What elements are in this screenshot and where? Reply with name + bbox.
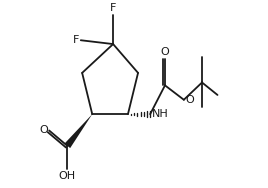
Text: O: O (39, 125, 48, 136)
Polygon shape (65, 114, 92, 148)
Text: NH: NH (152, 109, 168, 119)
Text: OH: OH (59, 171, 76, 181)
Text: F: F (110, 3, 116, 13)
Text: O: O (185, 95, 194, 105)
Text: O: O (161, 47, 169, 57)
Text: F: F (73, 35, 79, 45)
